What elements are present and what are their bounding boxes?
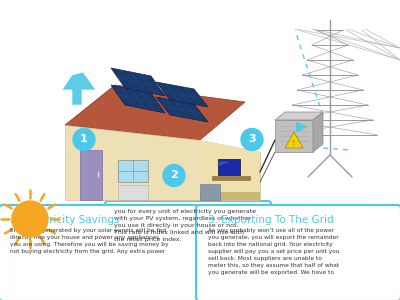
Polygon shape [111,68,165,96]
Text: 3: 3 [248,134,256,145]
FancyBboxPatch shape [80,150,102,200]
Circle shape [163,164,185,187]
Polygon shape [212,176,250,180]
FancyBboxPatch shape [218,159,240,175]
Text: Electricity generated by your solar panels will be fed
directly into your house : Electricity generated by your solar pane… [10,228,168,254]
FancyBboxPatch shape [105,201,271,297]
FancyBboxPatch shape [275,120,313,152]
Polygon shape [200,184,220,200]
FancyBboxPatch shape [0,205,199,300]
Polygon shape [65,85,245,140]
Circle shape [241,128,263,151]
Text: 2: 2 [170,170,178,181]
Text: !: ! [292,140,296,146]
Circle shape [12,201,48,237]
Polygon shape [218,162,228,166]
Polygon shape [111,85,165,113]
Polygon shape [62,72,96,105]
Polygon shape [65,125,200,200]
FancyBboxPatch shape [118,160,148,182]
Polygon shape [200,140,260,200]
Text: 2. Electricity Savings: 2. Electricity Savings [10,215,120,225]
Polygon shape [313,112,323,152]
Polygon shape [275,112,323,120]
Circle shape [73,128,95,151]
Polygon shape [156,82,208,107]
Polygon shape [285,132,303,148]
Text: 1: 1 [80,134,88,145]
Text: As you probably won’t use all of the power
you generate, you will export the rem: As you probably won’t use all of the pow… [208,228,340,275]
FancyBboxPatch shape [118,185,148,200]
Polygon shape [200,140,260,200]
Text: 3. Exporting To The Grid: 3. Exporting To The Grid [208,215,334,225]
Polygon shape [156,97,208,122]
Text: you for every unit of electricity you generate
with your PV system, regardless o: you for every unit of electricity you ge… [114,209,256,242]
FancyBboxPatch shape [196,205,400,300]
Polygon shape [200,192,260,200]
